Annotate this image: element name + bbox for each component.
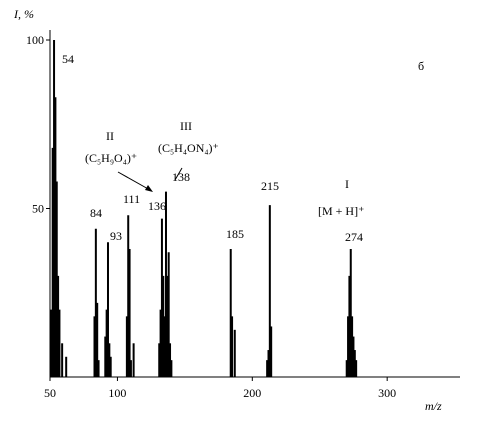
annotation: (C₅H₄ON₄)⁺ xyxy=(158,141,219,155)
x-tick-label: 50 xyxy=(44,386,56,400)
arrow xyxy=(174,167,183,181)
peak-label: 274 xyxy=(345,230,363,244)
x-tick-label: 300 xyxy=(378,386,396,400)
peak-label: 84 xyxy=(90,206,102,220)
x-tick-label: 100 xyxy=(108,386,126,400)
y-tick-label: 50 xyxy=(32,202,44,216)
annotation: III xyxy=(180,119,192,133)
peak-label: 138 xyxy=(172,170,190,184)
x-tick-label: 200 xyxy=(243,386,261,400)
annotation: I xyxy=(345,177,349,191)
annotation: II xyxy=(106,129,114,143)
y-axis-label: I, % xyxy=(13,7,34,21)
x-axis-label: m/z xyxy=(425,399,442,413)
peak-label: 185 xyxy=(226,227,244,241)
peak-label: 93 xyxy=(110,229,122,243)
annotation: [M + H]⁺ xyxy=(318,204,364,218)
arrow xyxy=(117,171,151,191)
peak-label: 54 xyxy=(62,52,74,66)
peak-label: 215 xyxy=(261,179,279,193)
y-tick-label: 100 xyxy=(26,33,44,47)
panel-label: б xyxy=(418,59,424,73)
arrow-head xyxy=(145,185,153,192)
peak-label: 136 xyxy=(148,199,166,213)
peak-label: 111 xyxy=(123,192,140,206)
annotation: (C₅H₉O₄)⁺ xyxy=(85,151,137,165)
